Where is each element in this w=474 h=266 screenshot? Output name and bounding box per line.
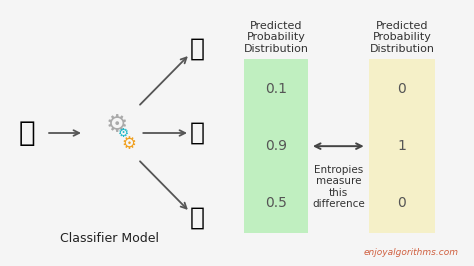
Text: 1: 1 [398, 139, 406, 153]
Text: enjoyalgorithms.com: enjoyalgorithms.com [364, 248, 458, 257]
Text: ⚙: ⚙ [106, 113, 128, 137]
Text: 🍒: 🍒 [190, 205, 204, 229]
FancyBboxPatch shape [244, 59, 308, 233]
Text: Classifier Model: Classifier Model [60, 232, 159, 245]
Text: 0: 0 [398, 82, 406, 96]
Text: Predicted
Probability
Distribution: Predicted Probability Distribution [369, 21, 435, 54]
Text: ⚙: ⚙ [121, 135, 136, 152]
Text: 🍎: 🍎 [19, 119, 36, 147]
Text: Predicted
Probability
Distribution: Predicted Probability Distribution [243, 21, 309, 54]
FancyBboxPatch shape [369, 59, 435, 233]
Text: 0.1: 0.1 [265, 82, 287, 96]
Text: 🍌: 🍌 [190, 37, 204, 61]
Text: Entropies
measure
this
difference: Entropies measure this difference [312, 165, 365, 209]
Text: 0.9: 0.9 [265, 139, 287, 153]
Text: 🍎: 🍎 [190, 121, 204, 145]
Text: ⚙: ⚙ [118, 127, 129, 139]
Text: 0: 0 [398, 197, 406, 210]
Text: 0.5: 0.5 [265, 197, 287, 210]
